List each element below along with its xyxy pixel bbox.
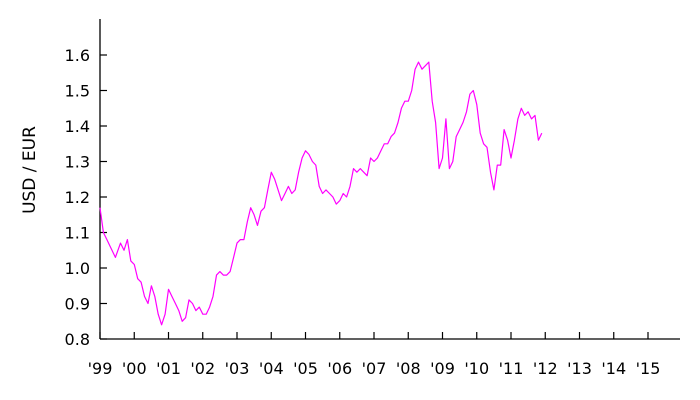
x-tick-label: '05 <box>293 359 318 378</box>
x-tick-label: '03 <box>225 359 250 378</box>
x-tick-label: '09 <box>430 359 455 378</box>
x-tick-label: '02 <box>190 359 215 378</box>
x-tick-label: '04 <box>259 359 284 378</box>
y-axis: 0.8 0.9 1.0 1.1 1.2 1.3 1.4 1.5 1.6 <box>65 19 107 349</box>
x-tick-label: '11 <box>499 359 524 378</box>
x-tick-label: '06 <box>327 359 352 378</box>
x-tick-label: '10 <box>464 359 489 378</box>
y-tick-label: 1.2 <box>65 188 90 207</box>
x-tick-label: '07 <box>362 359 387 378</box>
y-tick-label: 1.6 <box>65 46 90 65</box>
x-tick-label: '15 <box>636 359 661 378</box>
y-tick-label: 1.4 <box>65 117 90 136</box>
y-axis-title: USD / EUR <box>20 126 40 214</box>
x-tick-label: '13 <box>567 359 592 378</box>
y-tick-label: 1.1 <box>65 224 90 243</box>
y-tick-label: 1.0 <box>65 259 90 278</box>
x-tick-label: '08 <box>396 359 421 378</box>
x-tick-label: '12 <box>533 359 558 378</box>
y-tick-label: 0.9 <box>65 295 90 314</box>
y-tick-label: 1.5 <box>65 82 90 101</box>
x-tick-label: '14 <box>601 359 626 378</box>
x-tick-label: '00 <box>122 359 147 378</box>
x-tick-label: '01 <box>156 359 181 378</box>
x-axis: '99 '00 '01 '02 '03 '04 '05 '06 '07 '08 '09 '10 '11 '… <box>88 332 680 378</box>
y-tick-label: 0.8 <box>65 330 90 349</box>
x-tick-label: '99 <box>88 359 113 378</box>
plot-series <box>99 61 543 326</box>
usd-eur-series-line <box>99 61 543 326</box>
y-tick-label: 1.3 <box>65 153 90 172</box>
